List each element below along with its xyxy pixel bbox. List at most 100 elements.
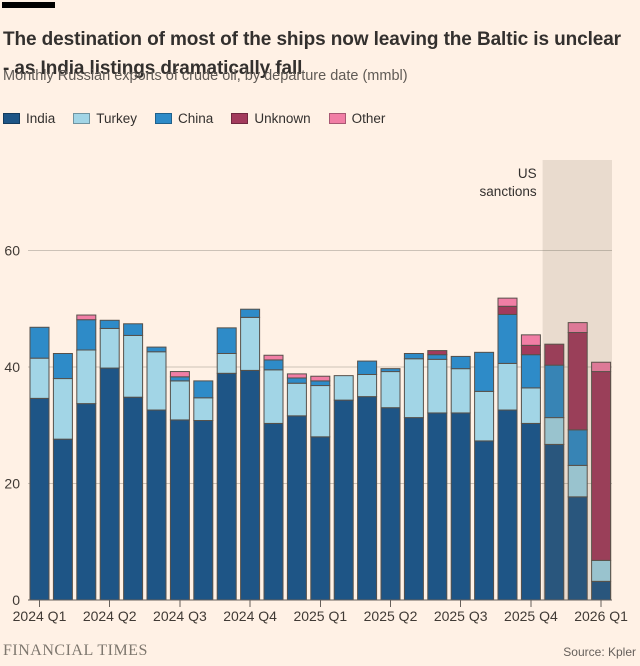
bar-segment-turkey: [520, 387, 541, 424]
bar-segment-turkey: [310, 385, 331, 438]
bar-segment-other: [497, 297, 518, 307]
bar-segment-unknown: [520, 344, 541, 356]
us-sanctions-region: [542, 160, 612, 600]
bar-segment-china: [123, 323, 144, 336]
bar-segment-other: [520, 334, 541, 346]
bar-segment-china: [450, 355, 471, 370]
bar-segment-turkey: [380, 371, 401, 409]
x-axis-tick-label: 2025 Q3: [434, 608, 488, 624]
bar-segment-turkey: [450, 368, 471, 414]
bar-segment-china: [497, 313, 518, 364]
y-axis-tick-label: 60: [4, 242, 20, 258]
india-swatch-icon: [3, 113, 20, 124]
bar-segment-india: [29, 397, 50, 601]
bar-segment-india: [403, 417, 424, 601]
bar-segment-other: [263, 354, 284, 361]
source-credit: Source: Kpler: [563, 645, 636, 659]
bar-segment-unknown: [497, 305, 518, 315]
us-sanctions-annotation: US: [518, 166, 537, 181]
legend-label: India: [26, 111, 56, 126]
chart-svg: 0 20 40 60 2024 Q1 2024 Q2 2024 Q3 2024 Q4 2025 …: [4, 160, 628, 624]
bar-segment-china: [357, 360, 378, 375]
bar-segment-china: [286, 377, 307, 384]
china-swatch-icon: [155, 113, 173, 124]
x-axis-tick-label: 2024 Q3: [153, 608, 207, 624]
legend-item-turkey: Turkey: [73, 111, 137, 126]
bar-segment-turkey: [29, 357, 50, 399]
bar-segment-unknown: [544, 343, 565, 366]
bar-segment-turkey: [146, 351, 167, 411]
bar-segment-china: [216, 327, 237, 354]
bar-segment-india: [310, 436, 331, 601]
bar-segment-china: [310, 380, 331, 387]
footer: FINANCIAL TIMES Source: Kpler: [0, 638, 640, 662]
bar-segment-turkey: [193, 397, 214, 422]
y-axis-tick-label: 20: [4, 475, 20, 491]
us-sanctions-annotation: sanctions: [480, 184, 537, 199]
bar-segment-india: [474, 440, 495, 601]
bar-segment-india: [76, 403, 97, 601]
bar-segment-india: [380, 407, 401, 601]
legend-item-unknown: Unknown: [231, 111, 311, 126]
chart-legend: India Turkey China Unknown Other: [3, 111, 385, 126]
bar-segment-china: [169, 376, 190, 382]
stacked-bar-chart: 0 20 40 60 2024 Q1 2024 Q2 2024 Q3 2024 Q4 2025 …: [0, 150, 640, 630]
turkey-swatch-icon: [73, 113, 91, 124]
bar-segment-other: [310, 375, 331, 382]
bar-segment-china: [146, 346, 167, 353]
bar-segment-turkey: [99, 327, 120, 369]
bar-segment-turkey: [403, 358, 424, 419]
bar-segment-other: [567, 322, 588, 334]
bar-segment-turkey: [240, 316, 261, 371]
y-axis-tick-label: 40: [4, 359, 20, 375]
bar-segment-china: [240, 308, 261, 318]
bar-segment-india: [52, 438, 73, 601]
x-axis-tick-label: 2024 Q4: [223, 608, 277, 624]
other-swatch-icon: [328, 113, 346, 124]
bar-segment-turkey: [286, 382, 307, 417]
bar-segment-india: [333, 399, 354, 601]
bar-segment-china: [76, 319, 97, 351]
bar-segment-unknown: [427, 350, 448, 356]
legend-item-other: Other: [328, 111, 386, 126]
bar-segment-turkey: [427, 358, 448, 414]
bar-segment-turkey: [216, 352, 237, 374]
bar-segment-other: [169, 371, 190, 378]
chart-subtitle: Monthly Russian exports of crude oil, by…: [3, 68, 408, 84]
bar-segment-turkey: [497, 362, 518, 411]
x-axis-tick-label: 2025 Q4: [504, 608, 558, 624]
bar-segment-turkey: [123, 334, 144, 398]
bar-segment-india: [123, 396, 144, 601]
legend-item-india: India: [3, 111, 55, 126]
bar-segment-turkey: [357, 373, 378, 398]
bar-segment-turkey: [474, 390, 495, 442]
bar-segment-china: [427, 354, 448, 360]
bar-segment-turkey: [169, 380, 190, 421]
legend-label: Other: [351, 111, 386, 126]
bar-segment-india: [286, 415, 307, 601]
bar-segment-china: [403, 352, 424, 360]
legend-item-china: China: [155, 111, 213, 126]
bar-segment-india: [357, 396, 378, 601]
bar-segment-india: [263, 422, 284, 601]
bar-segment-other: [591, 361, 612, 373]
bar-segment-india: [146, 409, 167, 601]
legend-label: China: [178, 111, 214, 126]
bar-segment-china: [380, 368, 401, 373]
x-axis-tick-label: 2025 Q2: [364, 608, 418, 624]
bar-segment-india: [240, 369, 261, 601]
bar-segment-turkey: [333, 375, 354, 401]
legend-label: Unknown: [254, 111, 311, 126]
page-title: The destination of most of the ships now…: [3, 28, 621, 79]
bar-segment-india: [520, 422, 541, 601]
unknown-swatch-icon: [231, 113, 249, 124]
bar-segment-other: [286, 373, 307, 379]
bar-segment-india: [216, 372, 237, 601]
bar-segment-other: [76, 314, 97, 321]
bar-segment-india: [427, 412, 448, 601]
ft-brand: FINANCIAL TIMES: [3, 642, 148, 659]
bar-segment-india: [169, 419, 190, 601]
bar-segment-turkey: [263, 369, 284, 424]
x-axis-tick-label: 2024 Q1: [13, 608, 67, 624]
ft-top-rule: [2, 2, 55, 8]
